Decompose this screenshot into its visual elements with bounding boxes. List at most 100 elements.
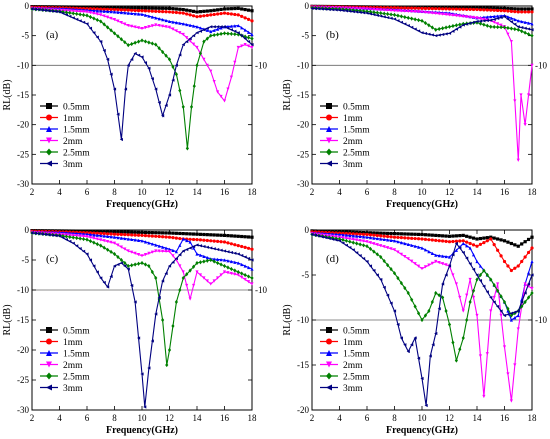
data-point	[324, 236, 328, 240]
data-point	[106, 9, 110, 14]
data-point	[68, 14, 72, 18]
data-point	[437, 33, 441, 37]
data-point	[240, 253, 244, 258]
data-point	[403, 232, 407, 236]
data-point	[198, 26, 203, 30]
data-point	[386, 234, 390, 239]
data-point	[140, 26, 144, 31]
data-point	[375, 231, 379, 235]
data-point	[171, 64, 175, 69]
data-point	[389, 12, 393, 17]
data-point	[375, 273, 379, 277]
data-point	[150, 41, 154, 46]
data-point	[475, 244, 479, 248]
legend-entry: 0.5mm	[40, 327, 90, 337]
data-point	[92, 7, 96, 11]
data-point	[240, 14, 244, 18]
data-point	[195, 45, 199, 50]
data-point	[126, 233, 130, 237]
data-point	[112, 235, 117, 239]
data-point	[461, 7, 465, 11]
x-tick-label: 10	[418, 187, 428, 197]
data-point	[150, 234, 154, 238]
data-point	[143, 39, 148, 44]
data-point	[212, 257, 216, 261]
legend-entry: 3mm	[40, 384, 83, 394]
data-point	[250, 275, 254, 281]
data-point	[119, 21, 123, 25]
data-point	[437, 293, 441, 298]
data-point	[492, 300, 496, 304]
data-point	[147, 6, 151, 10]
legend-entry: 1.5mm	[320, 126, 370, 136]
data-point	[216, 12, 220, 16]
data-point	[468, 6, 472, 10]
data-point	[372, 10, 376, 15]
data-point	[106, 230, 110, 234]
data-point	[92, 8, 96, 13]
data-point	[361, 239, 366, 243]
data-point	[361, 232, 366, 236]
data-point	[116, 254, 120, 260]
data-point	[344, 236, 348, 240]
data-point	[506, 372, 510, 376]
data-point	[236, 252, 240, 256]
data-point	[174, 256, 178, 261]
data-point	[147, 234, 151, 238]
data-point	[246, 44, 251, 48]
data-point	[396, 13, 400, 18]
data-point	[334, 232, 338, 236]
data-point	[99, 231, 103, 236]
data-point	[171, 78, 175, 82]
data-point	[509, 16, 513, 20]
data-point	[434, 259, 438, 264]
data-point	[174, 21, 178, 25]
data-point	[392, 248, 397, 252]
y-tick-label: -10	[17, 60, 29, 70]
data-point	[112, 18, 117, 22]
data-point	[392, 235, 397, 239]
data-point	[95, 233, 99, 237]
data-point	[198, 238, 203, 242]
data-point	[150, 231, 154, 235]
data-point	[102, 7, 106, 11]
data-point	[458, 234, 462, 238]
data-point	[229, 250, 233, 255]
y-tick-label: -5	[22, 255, 30, 265]
data-point	[427, 32, 431, 36]
x-tick-label: 8	[112, 187, 117, 197]
data-point	[444, 234, 448, 238]
data-point	[399, 14, 403, 19]
data-point	[202, 238, 206, 242]
data-point	[164, 10, 168, 14]
data-point	[499, 313, 503, 318]
data-point	[109, 28, 113, 33]
data-point	[496, 248, 500, 252]
data-point	[185, 272, 189, 277]
data-point	[181, 237, 185, 241]
data-point	[147, 66, 151, 70]
data-point	[167, 10, 172, 14]
data-point	[489, 18, 493, 22]
data-point	[219, 240, 223, 244]
data-point	[46, 137, 52, 144]
data-point	[502, 239, 507, 243]
data-point	[509, 313, 513, 318]
data-point	[444, 32, 448, 36]
data-point	[513, 266, 517, 270]
data-point	[81, 249, 86, 253]
data-point	[337, 8, 342, 12]
data-point	[389, 16, 393, 20]
data-point	[348, 237, 352, 241]
data-point	[198, 10, 203, 14]
y-tick-label: -10	[297, 315, 309, 325]
data-point	[143, 230, 148, 235]
data-point	[130, 263, 134, 268]
data-point	[229, 271, 233, 276]
data-point	[327, 7, 331, 12]
data-point	[188, 240, 192, 244]
data-point	[209, 33, 213, 38]
data-point	[75, 9, 79, 13]
data-point	[226, 259, 230, 263]
data-point	[102, 14, 106, 18]
